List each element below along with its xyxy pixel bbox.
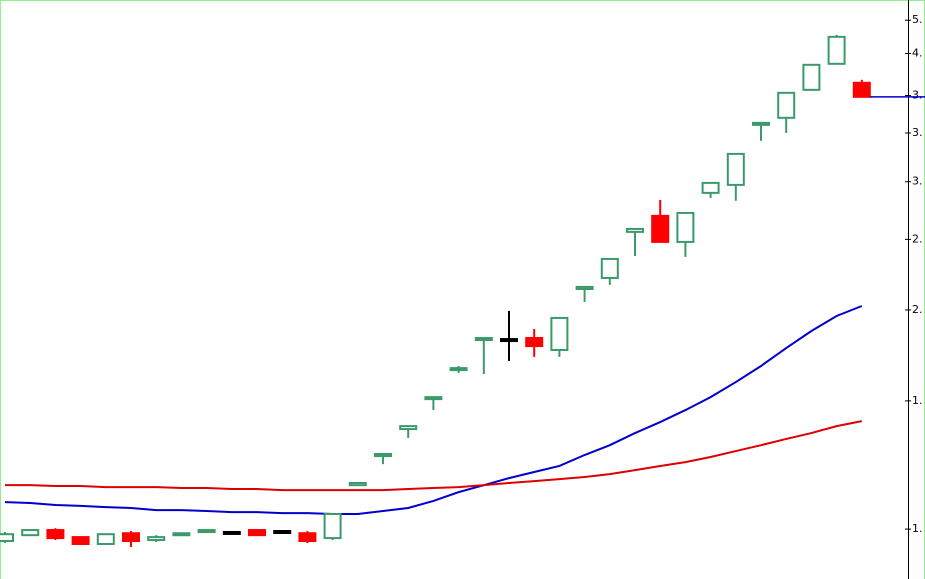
candle-body	[424, 396, 443, 401]
candle-body	[71, 536, 90, 545]
candle-body	[374, 453, 392, 458]
candle-body	[248, 529, 266, 537]
y-tick-label: 3.	[912, 89, 923, 102]
moving-average-line	[5, 420, 862, 492]
candle-body	[323, 512, 342, 540]
candle-body	[273, 530, 292, 535]
candle-body	[726, 152, 745, 186]
y-tick-label: 5.	[912, 13, 923, 26]
candle-body	[525, 337, 544, 348]
candle-body	[651, 214, 670, 243]
candle-body	[399, 425, 418, 431]
candle-body	[474, 337, 493, 342]
candle-body	[777, 91, 796, 119]
y-tick-label: 4.	[912, 47, 923, 60]
y-tick-label: 1.	[912, 522, 923, 535]
candle-body	[802, 63, 821, 91]
y-tick-label: 1.	[912, 394, 923, 407]
candle-body	[701, 181, 720, 194]
candle-body	[21, 529, 40, 537]
candle-body	[575, 285, 594, 290]
candle-body	[96, 533, 115, 545]
y-tick-label: 2.	[912, 303, 923, 316]
candle-body	[626, 227, 644, 233]
candle-body	[676, 211, 695, 243]
candle-body	[298, 532, 317, 543]
candle-body	[222, 530, 241, 535]
candle-body	[0, 533, 14, 543]
y-tick-label: 3.	[912, 126, 923, 139]
y-tick-label: 3.	[912, 175, 923, 188]
candle-body	[449, 367, 468, 372]
candle-body	[500, 338, 518, 343]
candle-body	[197, 529, 216, 534]
candle-body	[122, 532, 140, 543]
y-tick-label: 2.	[912, 232, 923, 245]
candle-body	[348, 481, 367, 487]
candle-body	[852, 81, 871, 98]
candle-body	[172, 532, 191, 537]
candle-body	[600, 257, 619, 279]
candle-body	[827, 35, 846, 65]
candle-body	[46, 529, 65, 540]
candle-body	[550, 316, 569, 351]
moving-average-line	[4, 305, 863, 515]
candle-body	[147, 536, 166, 542]
candle-body	[752, 121, 770, 126]
